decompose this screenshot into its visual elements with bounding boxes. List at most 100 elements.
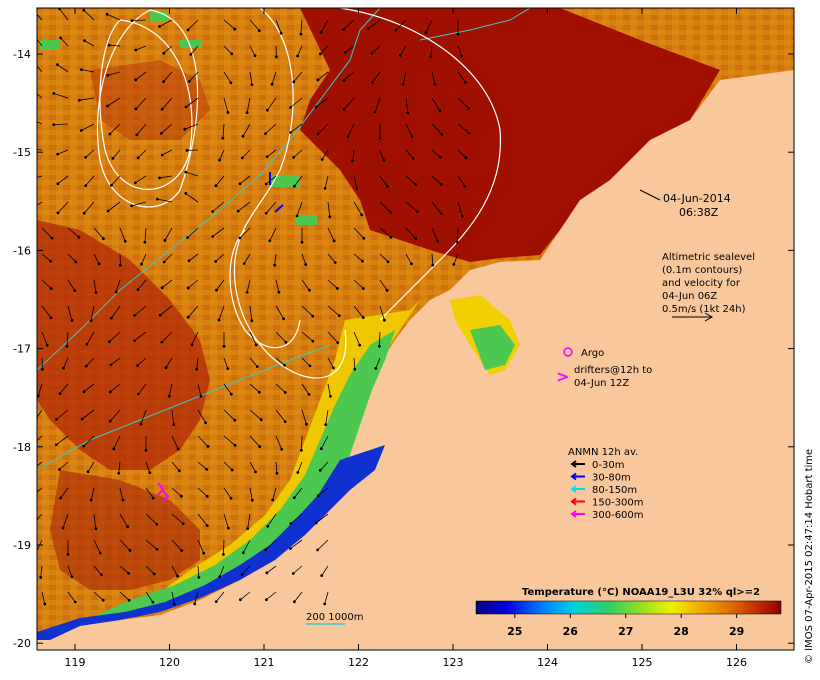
velocity-vector [136, 123, 147, 136]
velocity-vector [237, 201, 251, 212]
velocity-vector [301, 357, 311, 367]
velocity-vector [265, 539, 277, 551]
velocity-vector [353, 253, 363, 262]
velocity-vector-head [323, 187, 327, 190]
velocity-vector-head [108, 390, 112, 394]
velocity-vector [247, 513, 251, 529]
velocity-vector-head [394, 28, 398, 32]
velocity-vector [188, 253, 199, 262]
velocity-vector [41, 331, 48, 346]
velocity-vector [109, 409, 121, 422]
velocity-vector [119, 591, 130, 601]
velocity-vector [318, 487, 329, 497]
velocity-vector-head [292, 496, 296, 500]
velocity-vector [405, 201, 418, 213]
velocity-vector [431, 227, 438, 242]
velocity-vector [109, 331, 121, 342]
nearshore-cool-water [37, 445, 385, 640]
velocity-vector-head [389, 235, 393, 239]
velocity-vector-head [108, 132, 112, 136]
velocity-vector [119, 565, 129, 574]
velocity-vector [138, 383, 147, 395]
velocity-vector-head [283, 391, 287, 394]
velocity-vector-head [151, 600, 155, 604]
velocity-vector-head [214, 600, 218, 603]
velocity-vector-head [456, 32, 460, 36]
velocity-vector-head [222, 553, 225, 556]
velocity-vector-head [70, 575, 74, 579]
velocity-vector [57, 175, 69, 185]
velocity-vector-head [133, 314, 137, 317]
velocity-vector [321, 149, 329, 160]
isobath-200m [37, 8, 381, 371]
velocity-vector [37, 409, 43, 418]
velocity-vector-head [98, 551, 102, 555]
velocity-vector [457, 201, 463, 217]
velocity-vector [457, 227, 459, 243]
velocity-vector [157, 198, 173, 203]
velocity-vector [145, 487, 154, 499]
velocity-vector-head [162, 80, 166, 83]
velocity-vector [197, 383, 202, 397]
argo-legend: Argo [563, 347, 604, 359]
velocity-vector [119, 227, 126, 242]
y-tick-label: -17 [13, 343, 31, 356]
velocity-vector [107, 71, 121, 76]
velocity-vector-head [83, 39, 86, 42]
velocity-vector-head [151, 496, 155, 500]
velocity-vector [109, 123, 121, 135]
velocity-vector [67, 279, 76, 291]
velocity-vector-head [106, 74, 110, 77]
velocity-vector-head [56, 152, 60, 156]
velocity-vector-head [282, 317, 285, 321]
velocity-vector [187, 227, 199, 238]
velocity-vector [321, 565, 329, 576]
anmn-title: ANMN 12h av. [568, 447, 638, 458]
velocity-vector [144, 227, 147, 243]
velocity-vector-head [254, 470, 257, 474]
velocity-vector-head [110, 183, 113, 187]
velocity-vector [222, 123, 225, 139]
velocity-vector [267, 513, 277, 527]
velocity-vector-head [226, 111, 230, 114]
velocity-vector-head [277, 290, 281, 294]
velocity-vector-head [197, 576, 201, 579]
velocity-vector-head [342, 107, 346, 111]
velocity-vector [113, 435, 121, 450]
velocity-vector-head [386, 260, 390, 264]
x-tick-label: 120 [159, 656, 180, 669]
velocity-vector [41, 591, 46, 605]
velocity-vector [223, 461, 233, 471]
velocity-vector-head [440, 132, 444, 136]
velocity-vector-head [255, 365, 259, 368]
velocity-vector-head [214, 260, 218, 263]
velocity-vector [431, 123, 443, 135]
velocity-vector-head [221, 136, 225, 140]
velocity-vector-head [314, 521, 318, 525]
sealevel-contour [99, 19, 193, 190]
velocity-vector-head [293, 600, 296, 604]
velocity-vector [327, 201, 331, 217]
velocity-vector-head [273, 263, 277, 267]
velocity-vector [109, 44, 121, 47]
velocity-vector [81, 409, 95, 420]
velocity-vector [324, 591, 329, 605]
velocity-vector [353, 305, 364, 318]
velocity-vector-head [144, 449, 148, 452]
velocity-vector [375, 357, 381, 369]
velocity-vector-head [82, 8, 86, 12]
date-pointer [639, 189, 661, 201]
axis-ticks: 119 120 121 122 123 124 125 126 -14 -15 -16 -17 -18 -… [13, 8, 794, 669]
velocity-vector [249, 383, 260, 393]
velocity-vector [81, 69, 95, 73]
velocity-vector-head [112, 447, 116, 451]
velocity-vector [67, 305, 73, 321]
velocity-vector [275, 331, 287, 343]
velocity-vector [163, 45, 173, 54]
anmn-arrow-icon [570, 485, 585, 493]
velocity-vector-head [222, 344, 226, 348]
velocity-vector-head [229, 81, 233, 85]
velocity-vector-head [218, 575, 222, 578]
velocity-vector-head [143, 240, 147, 244]
velocity-vector [223, 383, 232, 395]
